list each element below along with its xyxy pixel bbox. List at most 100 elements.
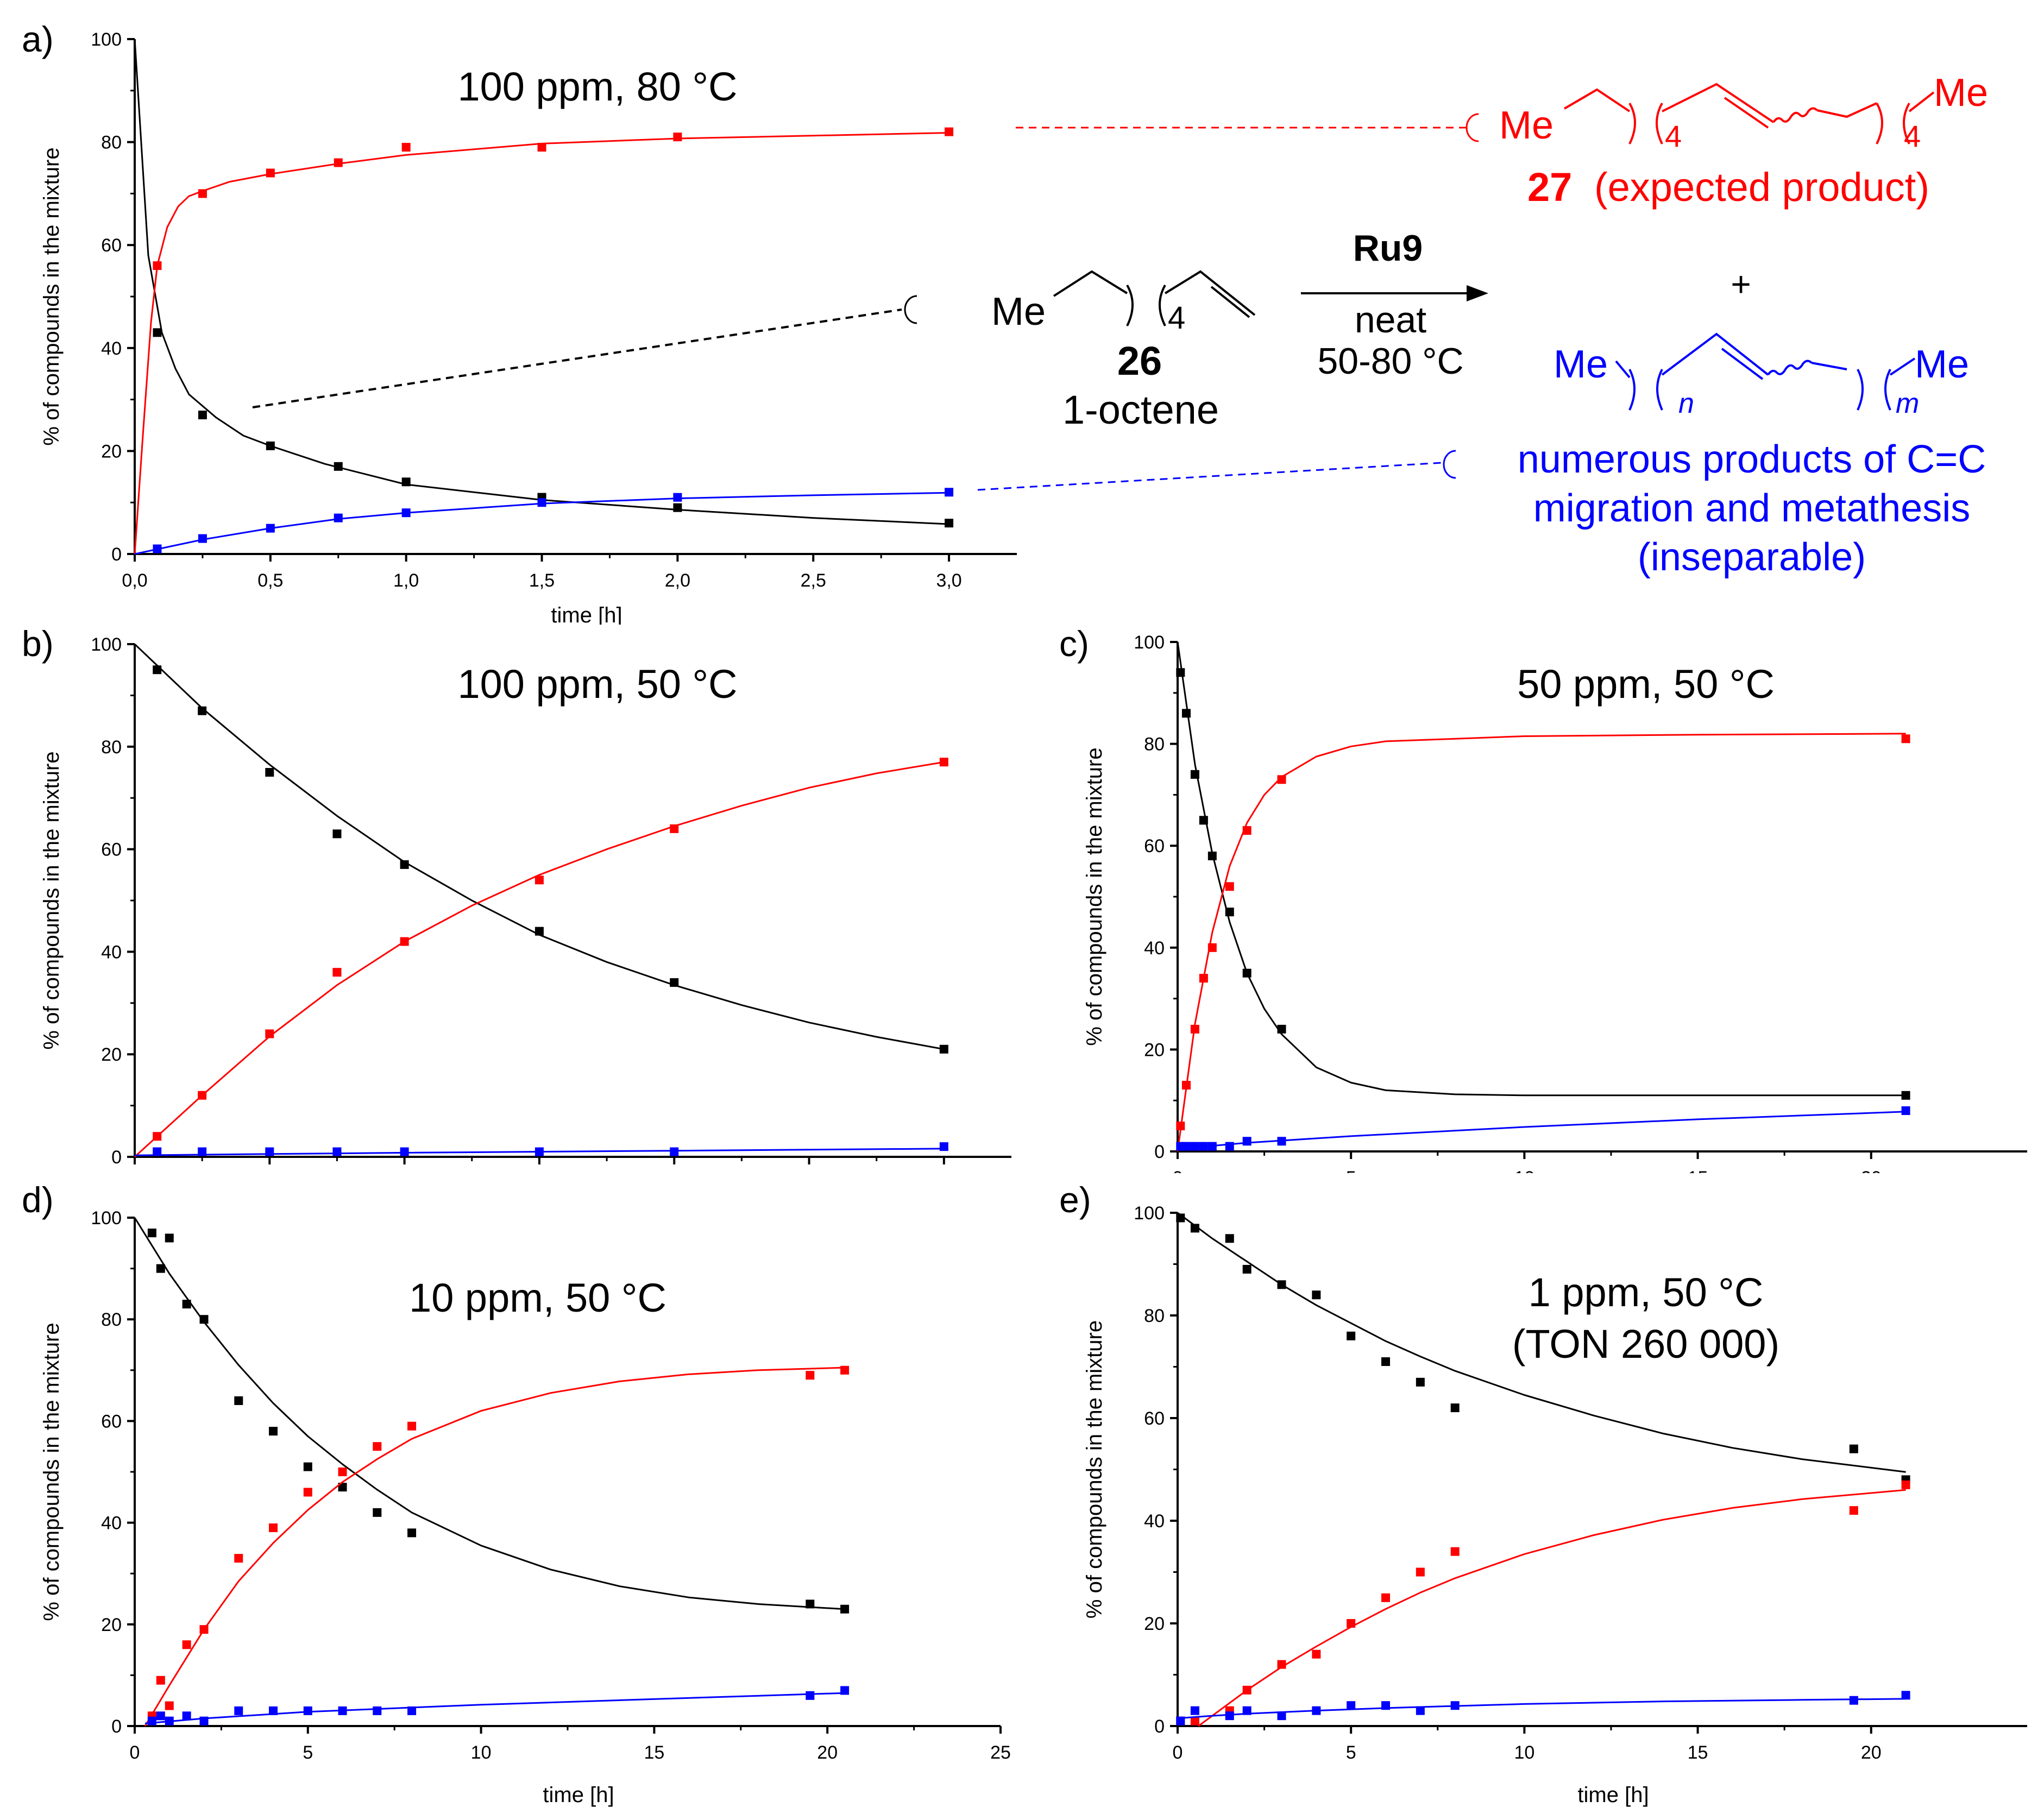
x-tick-label: 10 — [471, 1742, 492, 1763]
x-tick-label: 2,5 — [801, 570, 826, 591]
chart-subtitle: (TON 260 000) — [1512, 1321, 1779, 1366]
series-fit-line — [1177, 1698, 1906, 1720]
data-point — [165, 1233, 174, 1243]
data-point — [1181, 709, 1191, 718]
data-point — [198, 189, 207, 198]
data-point — [234, 1554, 243, 1563]
data-point — [1190, 1224, 1199, 1233]
data-point — [1190, 1024, 1199, 1034]
data-point — [334, 462, 343, 471]
data-point — [182, 1300, 191, 1309]
data-point — [1190, 1706, 1199, 1715]
data-point — [1347, 1619, 1356, 1628]
y-axis-label: % of compounds in the mixture — [40, 147, 64, 445]
x-tick-label: 20 — [1861, 1742, 1882, 1763]
data-point — [945, 488, 954, 497]
data-point — [1277, 1137, 1286, 1146]
data-point — [153, 328, 162, 337]
data-point — [338, 1483, 347, 1492]
data-point — [156, 1711, 165, 1721]
x-tick-label: 20 — [817, 1742, 838, 1763]
y-tick-label: 40 — [1144, 1511, 1165, 1532]
y-tick-label: 0 — [1154, 1716, 1165, 1737]
y-tick-label: 100 — [91, 29, 122, 50]
series-fit-line — [134, 39, 949, 525]
series-fit-line — [144, 1692, 845, 1724]
reactant-alkene — [1164, 270, 1256, 316]
chart-panel-e: e) 0 20 40 60 80 100 0 5 10 15 20 % of compounds in … — [1059, 1180, 2027, 1807]
x-axis-label: time [h] — [551, 603, 622, 625]
data-point — [373, 1442, 382, 1451]
data-point — [670, 824, 679, 833]
data-point — [945, 519, 954, 528]
data-point — [332, 1147, 342, 1156]
reactant-skeleton — [1053, 270, 1128, 297]
y-tick-label: 80 — [1144, 734, 1165, 755]
product-bracket-2 — [1656, 103, 1663, 144]
side-alkene — [1661, 332, 1769, 376]
product-label: (expected product) — [1594, 165, 1929, 210]
data-point — [806, 1599, 815, 1609]
side-bracket-4 — [1884, 369, 1891, 411]
x-tick-label: 0 — [1173, 1168, 1183, 1173]
data-point — [1312, 1706, 1321, 1715]
y-tick-label: 40 — [1144, 938, 1165, 959]
data-point — [182, 1640, 191, 1649]
data-point — [945, 127, 954, 136]
x-tick-label: 0,0 — [122, 570, 147, 591]
x-tick-label: 1,0 — [393, 570, 419, 591]
data-point — [939, 758, 948, 767]
product-me-right: Me — [1934, 71, 1988, 115]
y-axis-label: % of compounds in the mixture — [40, 751, 64, 1049]
data-point — [338, 1706, 347, 1715]
series-fit-line — [1177, 733, 1906, 1152]
data-point — [147, 1716, 156, 1725]
side-subscript-m: m — [1896, 388, 1919, 419]
data-point — [1381, 1593, 1391, 1602]
data-point — [1225, 1234, 1234, 1243]
y-axis-label: % of compounds in the mixture — [1083, 1320, 1106, 1619]
panel-letter: d) — [22, 1180, 54, 1220]
data-point — [840, 1604, 850, 1614]
data-point — [373, 1508, 382, 1517]
panel-letter: e) — [1059, 1180, 1091, 1220]
panel-letter: b) — [22, 625, 54, 664]
leader-black — [252, 308, 902, 408]
y-tick-label: 100 — [1134, 632, 1165, 653]
x-tick-label: 15 — [644, 1742, 664, 1763]
chart-panel-c: c) 0 20 40 60 80 100 0 5 10 15 20 % of compounds in … — [1059, 625, 2027, 1173]
y-tick-label: 100 — [91, 634, 122, 655]
data-point — [334, 158, 343, 167]
data-point — [1176, 1213, 1185, 1223]
data-point — [265, 1029, 274, 1038]
y-tick-label: 80 — [101, 1309, 122, 1330]
y-tick-label: 60 — [101, 1411, 122, 1432]
panel-letter: c) — [1059, 625, 1089, 664]
data-point — [198, 534, 207, 543]
data-point — [673, 493, 682, 502]
side-bracket-2 — [1656, 369, 1663, 411]
data-point — [806, 1691, 815, 1700]
data-point — [401, 477, 411, 487]
data-point — [1190, 1142, 1199, 1151]
data-point — [199, 1716, 209, 1725]
data-point — [1901, 1106, 1910, 1115]
y-tick-label: 60 — [1144, 1408, 1165, 1429]
y-tick-label: 0 — [111, 1716, 122, 1737]
x-tick-label: 1,5 — [529, 570, 555, 591]
data-point — [1381, 1701, 1391, 1710]
y-tick-label: 0 — [1154, 1142, 1165, 1162]
data-point — [1416, 1377, 1425, 1387]
x-tick-label: 5 — [1346, 1742, 1356, 1763]
data-point — [269, 1427, 278, 1436]
data-point — [407, 1421, 417, 1431]
data-point — [1199, 816, 1208, 825]
chart-title: 100 ppm, 50 °C — [457, 662, 737, 707]
data-point — [165, 1701, 174, 1710]
side-me-left: Me — [1554, 343, 1608, 386]
data-point — [1242, 1706, 1251, 1715]
x-tick-label: 20 — [1861, 1168, 1882, 1173]
product-skeleton-left — [1563, 88, 1631, 112]
data-point — [1199, 974, 1208, 983]
data-point — [401, 508, 411, 518]
